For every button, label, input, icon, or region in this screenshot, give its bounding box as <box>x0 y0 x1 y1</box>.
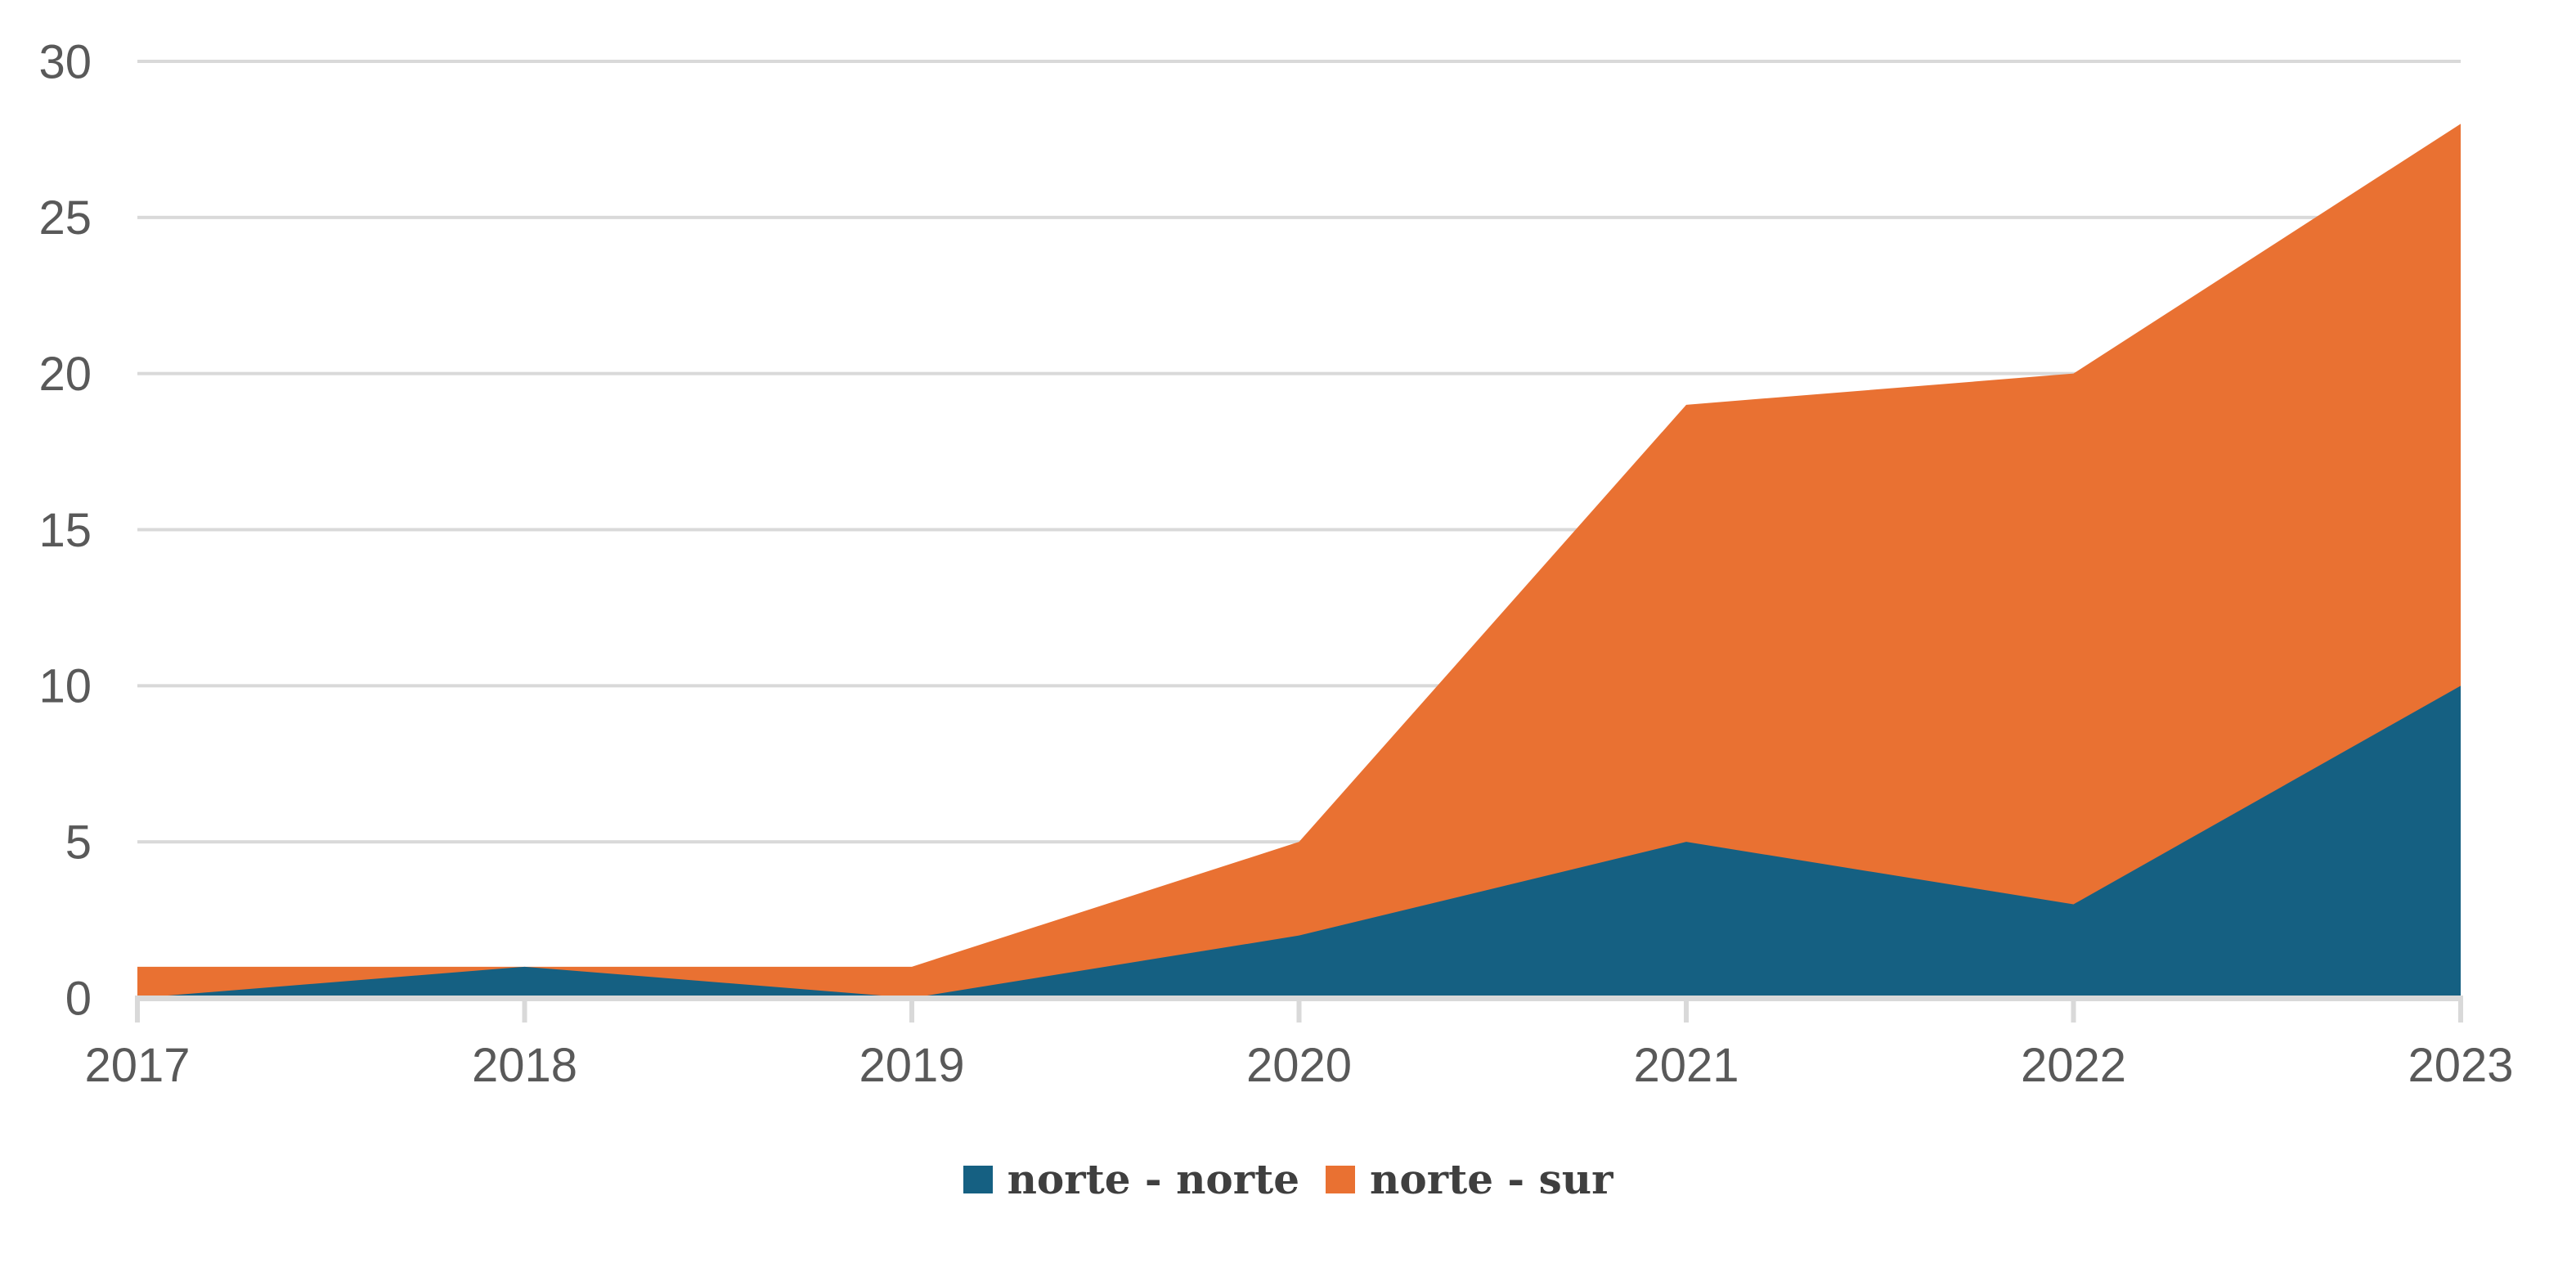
x-tick-2022 <box>2071 1001 2076 1023</box>
x-axis-label-2017: 2017 <box>84 1039 190 1092</box>
x-axis-label-2020: 2020 <box>1246 1039 1352 1092</box>
x-tick-2018 <box>522 1001 527 1023</box>
y-axis-label-30: 30 <box>38 35 92 88</box>
area-series-norte-sur <box>137 124 2461 998</box>
gridline-y-15 <box>137 528 2461 532</box>
gridline-y-10 <box>137 684 2461 688</box>
gridline-y-30 <box>137 60 2461 63</box>
area-series-norte-norte <box>137 685 2461 998</box>
x-axis-label-2019: 2019 <box>859 1039 964 1092</box>
x-tick-2017 <box>135 1001 140 1023</box>
legend-item-norte-norte: norte - norte <box>963 1159 1299 1200</box>
y-axis-label-10: 10 <box>38 660 92 713</box>
y-axis-label-5: 5 <box>65 816 92 869</box>
x-tick-2021 <box>1684 1001 1689 1023</box>
chart-legend: norte - norte norte - sur <box>0 1155 2576 1204</box>
legend-item-norte-sur: norte - sur <box>1326 1159 1613 1200</box>
x-axis-line <box>135 996 2463 1001</box>
y-axis-label-0: 0 <box>65 972 92 1025</box>
y-axis-label-25: 25 <box>38 191 92 245</box>
legend-swatch-norte-sur <box>1326 1166 1356 1193</box>
x-tick-2020 <box>1296 1001 1302 1023</box>
x-tick-2019 <box>909 1001 914 1023</box>
legend-label-norte-sur: norte - sur <box>1370 1155 1613 1203</box>
x-axis-label-2018: 2018 <box>472 1039 577 1092</box>
x-axis-label-2023: 2023 <box>2408 1039 2513 1092</box>
x-axis-label-2021: 2021 <box>1633 1039 1739 1092</box>
y-axis-label-15: 15 <box>38 504 92 557</box>
gridline-y-25 <box>137 215 2461 219</box>
x-axis-label-2022: 2022 <box>2021 1039 2126 1092</box>
y-axis-label-20: 20 <box>38 348 92 401</box>
legend-label-norte-norte: norte - norte <box>1007 1155 1300 1203</box>
x-tick-2023 <box>2458 1001 2463 1023</box>
gridline-y-20 <box>137 371 2461 375</box>
legend-swatch-norte-norte <box>963 1166 993 1193</box>
